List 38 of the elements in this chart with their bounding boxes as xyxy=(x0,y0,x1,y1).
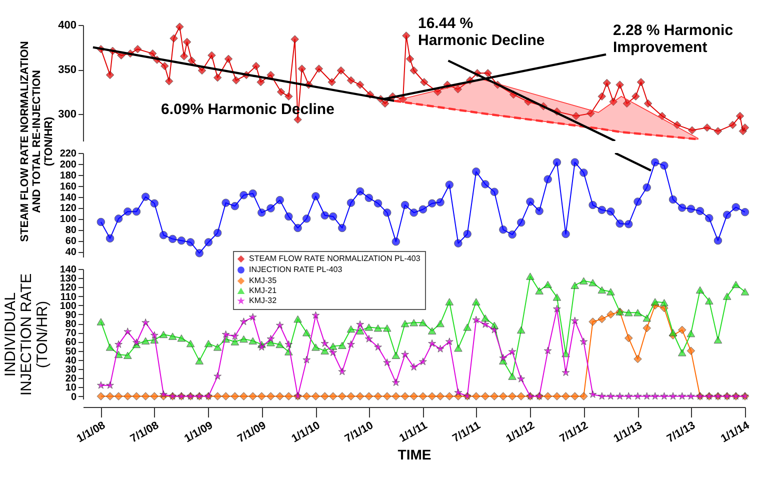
y-tick-label: 50 xyxy=(65,346,77,358)
y-tick-label: 100 xyxy=(60,300,77,312)
y-tick-label: 180 xyxy=(60,170,77,182)
y-tick-label: 140 xyxy=(60,264,77,276)
y-tick-label: 60 xyxy=(65,337,77,348)
legend-label: KMJ-35 xyxy=(249,276,278,285)
y-tick-label: 80 xyxy=(65,225,77,236)
legend-label: KMJ-21 xyxy=(249,286,278,295)
y-tick-label: 100 xyxy=(60,214,77,226)
y-tick-label: 400 xyxy=(58,20,76,32)
y-tick-label: 130 xyxy=(60,274,77,285)
legend-label: INJECTION RATE PL-403 xyxy=(249,265,343,274)
y-tick-label: 300 xyxy=(58,108,76,121)
y-tick-label: 110 xyxy=(60,292,77,303)
y-tick-label: 90 xyxy=(65,310,77,321)
legend-label: KMJ-32 xyxy=(249,296,278,305)
y-tick-label: 140 xyxy=(60,192,77,204)
y-axis-title: STEAM FLOW RATE NORMALIZATION AND TOTAL RE-INJECTION (TON/HR) xyxy=(18,41,55,242)
y-tick-label: 30 xyxy=(65,364,77,376)
y-tick-label: 20 xyxy=(65,374,77,385)
y-tick-label: 220 xyxy=(60,148,77,160)
y-tick-label: 80 xyxy=(65,319,77,330)
y-tick-label: 10 xyxy=(65,382,77,394)
y-tick-label: 70 xyxy=(65,328,77,340)
annotation: 2.28 % Harmonic Improvement xyxy=(613,22,734,56)
y-tick-label: 350 xyxy=(58,64,76,76)
y-tick-label: 40 xyxy=(65,247,77,258)
y-axis-title: INDIVIDUAL INJECTION RATE (TON/HR) xyxy=(2,273,51,396)
y-tick-label: 40 xyxy=(65,355,77,366)
y-tick-label: 200 xyxy=(60,159,77,170)
annotation: 16.44 % Harmonic Decline xyxy=(418,15,545,49)
y-tick-label: 120 xyxy=(60,203,77,214)
y-tick-label: 160 xyxy=(60,181,77,192)
x-axis-title: TIME xyxy=(398,446,432,462)
y-tick-label: 60 xyxy=(65,236,77,248)
y-tick-label: 0 xyxy=(70,392,77,403)
y-tick-label: 120 xyxy=(60,282,77,294)
legend-label: STEAM FLOW RATE NORMALIZATION PL-403 xyxy=(249,254,421,263)
